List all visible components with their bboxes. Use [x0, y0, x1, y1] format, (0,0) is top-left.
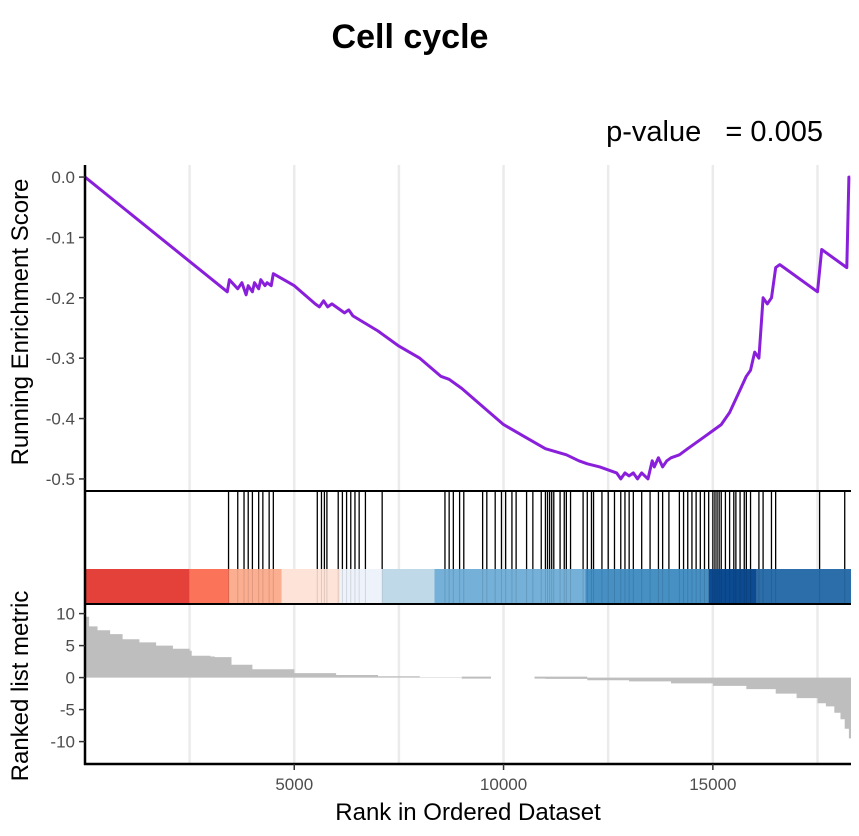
ranked-metric-panel [85, 616, 851, 739]
y-tick-label: -0.5 [46, 470, 75, 489]
y-tick-label: -10 [50, 733, 75, 752]
y-tick-label: -0.1 [46, 228, 75, 247]
color-bar-segment [85, 569, 190, 604]
axes: 0.0 -0.1 -0.2 -0.3 -0.4 -0.5 10 5 0 -5 -10 5000 1000… [46, 165, 851, 794]
y-tick-label: -5 [60, 701, 75, 720]
color-bar-segment [585, 569, 709, 604]
rank-color-bar [85, 569, 851, 604]
chart-title: Cell cycle [332, 18, 489, 56]
color-bar-segment [708, 569, 757, 604]
y-tick-label: 5 [66, 637, 75, 656]
y-tick-label: 10 [56, 605, 75, 624]
color-bar-segment [189, 569, 230, 604]
color-bar-segment [382, 569, 435, 604]
y-tick-label: -0.3 [46, 349, 75, 368]
ranked-metric-positive-area [85, 616, 491, 678]
hit-marks-panel [227, 491, 846, 569]
x-axis-label: Rank in Ordered Dataset [335, 799, 601, 826]
color-bar-segment [281, 569, 341, 604]
x-tick-label: 10000 [480, 775, 527, 794]
y-tick-label: 0.0 [51, 168, 75, 187]
color-bar-segment [340, 569, 383, 604]
enrichment-score-line [84, 175, 851, 481]
ranked-metric-negative-area [535, 677, 851, 739]
x-tick-label: 15000 [689, 775, 736, 794]
color-bar-segment [756, 569, 851, 604]
y-axis-label-ranked: Ranked list metric [7, 591, 34, 782]
p-value-annotation: p-value = 0.005 [606, 116, 823, 148]
y-tick-label: -0.2 [46, 289, 75, 308]
y-tick-label: 0 [66, 669, 75, 688]
x-tick-label: 5000 [275, 775, 313, 794]
color-bar-segment [434, 569, 586, 604]
y-tick-label: -0.4 [46, 410, 75, 429]
y-axis-label-enrichment: Running Enrichment Score [7, 179, 34, 466]
color-bar-segment [229, 569, 282, 604]
enrichment-score-panel [84, 175, 851, 481]
